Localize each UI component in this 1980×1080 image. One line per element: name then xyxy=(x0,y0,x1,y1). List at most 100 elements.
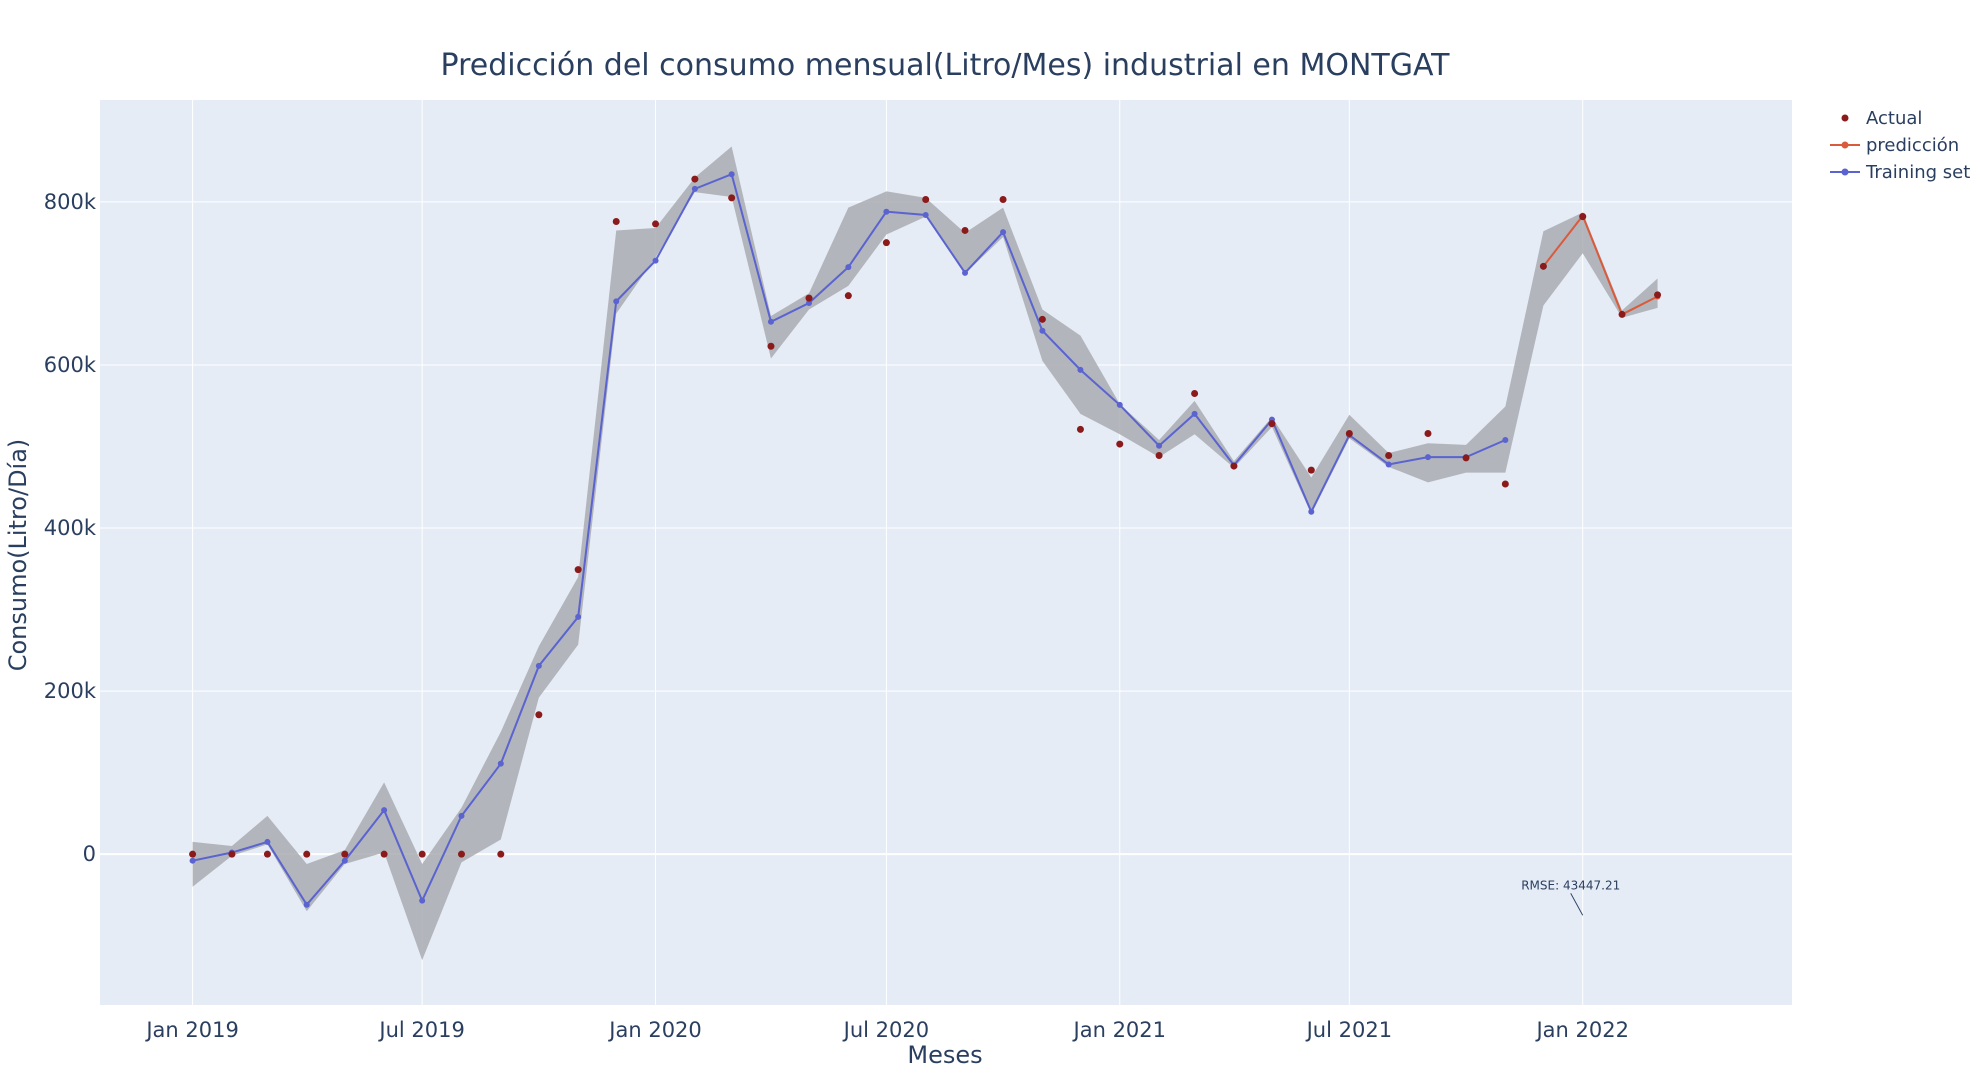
rmse-annotation: RMSE: 43447.21 xyxy=(1521,878,1620,892)
legend-item[interactable]: predicción xyxy=(1830,135,1959,156)
data-point xyxy=(1307,466,1315,474)
data-point xyxy=(922,195,930,203)
data-point xyxy=(728,194,736,202)
data-point xyxy=(805,294,813,302)
data-point xyxy=(1462,454,1470,462)
data-point xyxy=(844,292,852,300)
data-point xyxy=(575,613,582,620)
data-point xyxy=(883,208,890,215)
data-point xyxy=(1116,401,1123,408)
y-tick-label: 0 xyxy=(83,842,96,866)
x-tick-label: Jul 2020 xyxy=(842,1018,929,1042)
data-point xyxy=(806,300,813,307)
data-point xyxy=(1039,327,1046,334)
data-point xyxy=(189,857,196,864)
data-point xyxy=(1579,213,1587,221)
x-tick-label: Jul 2019 xyxy=(377,1018,464,1042)
data-point xyxy=(1424,429,1432,437)
data-point xyxy=(1116,440,1124,448)
data-point xyxy=(263,850,271,858)
data-point xyxy=(922,211,929,218)
data-point xyxy=(1038,315,1046,323)
data-point xyxy=(1385,461,1392,468)
data-point xyxy=(1191,410,1198,417)
data-point xyxy=(882,239,890,247)
legend-label: Actual xyxy=(1866,108,1922,129)
legend-marker-swatch xyxy=(1841,168,1849,176)
data-point xyxy=(497,850,505,858)
data-point xyxy=(652,220,660,228)
data-point xyxy=(1501,480,1509,488)
data-point xyxy=(613,298,620,305)
x-tick-label: Jan 2020 xyxy=(607,1018,702,1042)
data-point xyxy=(612,217,620,225)
data-point xyxy=(767,342,775,350)
data-point xyxy=(457,850,465,858)
x-axis-title: Meses xyxy=(907,1041,982,1069)
data-point xyxy=(691,185,698,192)
data-point xyxy=(1268,420,1276,428)
x-tick-label: Jul 2021 xyxy=(1305,1018,1392,1042)
y-tick-label: 600k xyxy=(44,353,97,377)
annotation-arrow xyxy=(1570,893,1584,916)
series-layer xyxy=(189,171,1662,908)
data-point xyxy=(652,257,659,264)
data-point xyxy=(381,807,388,814)
y-tick-label: 400k xyxy=(44,516,97,540)
data-point xyxy=(1191,390,1199,398)
series-training-set xyxy=(189,171,1509,908)
data-point xyxy=(1308,508,1315,515)
data-point xyxy=(1000,229,1007,236)
data-point xyxy=(1654,291,1662,299)
chart-title: Predicción del consumo mensual(Litro/Mes… xyxy=(441,48,1451,83)
data-point xyxy=(341,857,348,864)
data-point xyxy=(418,850,426,858)
legend-item[interactable]: Training set xyxy=(1830,162,1970,183)
annotation-layer: RMSE: 43447.21 xyxy=(1521,878,1620,916)
data-point xyxy=(962,269,969,276)
data-point xyxy=(1076,425,1084,433)
data-point xyxy=(189,850,197,858)
legend: Actual predicción Training set xyxy=(1830,108,1970,183)
data-point xyxy=(1502,436,1509,443)
data-point xyxy=(341,850,349,858)
data-point xyxy=(845,264,852,271)
data-point xyxy=(999,195,1007,203)
data-point xyxy=(1155,451,1163,459)
y-axis-title: Consumo(Litro/Día) xyxy=(4,439,32,672)
data-point xyxy=(303,901,310,908)
data-point xyxy=(728,171,735,178)
data-point xyxy=(535,662,542,669)
legend-label: predicción xyxy=(1866,135,1959,156)
data-point xyxy=(767,318,774,325)
legend-marker-swatch xyxy=(1841,114,1849,122)
data-point xyxy=(691,175,699,183)
data-point xyxy=(1385,451,1393,459)
x-tick-label: Jan 2021 xyxy=(1072,1018,1167,1042)
data-point xyxy=(961,226,969,234)
data-point xyxy=(1230,462,1238,470)
legend-marker-swatch xyxy=(1841,141,1849,149)
y-tick-label: 800k xyxy=(44,190,97,214)
data-point xyxy=(458,812,465,819)
legend-item[interactable]: Actual xyxy=(1841,108,1923,129)
data-point xyxy=(535,711,543,719)
data-point xyxy=(1424,454,1431,461)
data-point xyxy=(380,850,388,858)
tick-labels: 0 200k 400k 600k 800k Jan 2019 Jul 2019 Jan 202… xyxy=(44,190,1629,1042)
data-point xyxy=(228,850,236,858)
data-point xyxy=(303,850,311,858)
series-line xyxy=(1542,213,1659,316)
x-tick-label: Jan 2022 xyxy=(1534,1018,1629,1042)
data-point xyxy=(1077,366,1084,373)
x-tick-label: Jan 2019 xyxy=(144,1018,239,1042)
data-point xyxy=(1539,262,1547,270)
data-point xyxy=(1156,442,1163,449)
data-point xyxy=(497,760,504,767)
data-point xyxy=(419,897,426,904)
legend-label: Training set xyxy=(1865,162,1970,183)
data-point xyxy=(1345,429,1353,437)
series-actual xyxy=(189,175,1662,858)
y-tick-label: 200k xyxy=(44,679,97,703)
